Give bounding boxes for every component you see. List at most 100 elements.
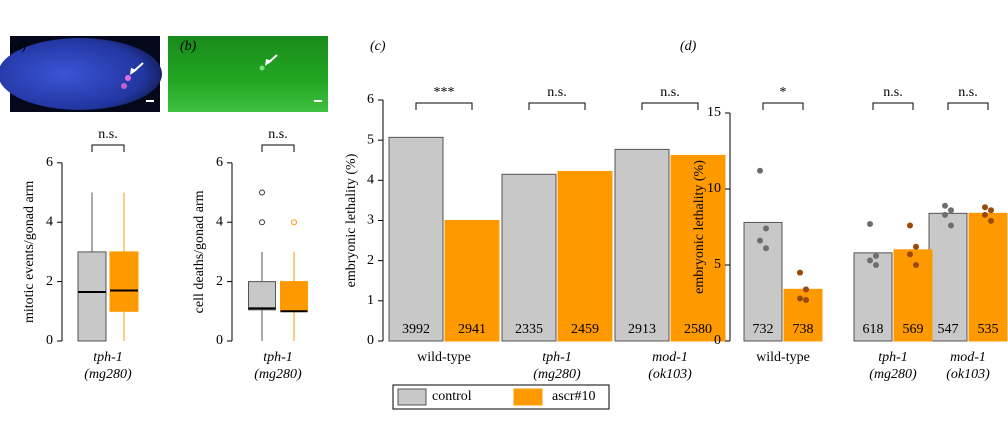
- y-tick-label: 3: [367, 213, 374, 228]
- replicate-point: [982, 212, 988, 218]
- significance-bracket: [763, 103, 803, 110]
- x-tick-label: (mg280): [254, 367, 302, 382]
- x-tick-label: (mg280): [869, 367, 917, 382]
- n-label: 569: [903, 322, 924, 337]
- panel-label: (c): [370, 39, 386, 54]
- n-label: 618: [863, 322, 884, 337]
- n-label: 3992: [402, 322, 430, 337]
- box: [78, 252, 106, 341]
- n-label: 2913: [628, 322, 656, 337]
- replicate-point: [942, 203, 948, 209]
- replicate-point: [757, 238, 763, 244]
- x-tick-label: tph-1: [93, 350, 123, 365]
- replicate-point: [803, 286, 809, 292]
- n-label: 2459: [571, 322, 599, 337]
- y-tick-label: 2: [216, 274, 223, 289]
- y-axis-label: mitotic events/gonad arm: [22, 181, 37, 323]
- outlier: [292, 220, 297, 225]
- bar: [502, 174, 556, 341]
- replicate-point: [913, 244, 919, 250]
- figure: control ascr#10 (a)mitotic events/gonad …: [0, 0, 1008, 441]
- significance-label: n.s.: [98, 127, 117, 142]
- replicate-point: [907, 222, 913, 228]
- box: [249, 282, 276, 310]
- significance-label: n.s.: [660, 85, 679, 100]
- panel-label: (d): [680, 39, 697, 54]
- box: [281, 282, 308, 312]
- y-tick-label: 1: [367, 293, 374, 308]
- y-tick-label: 0: [46, 333, 53, 348]
- replicate-point: [942, 212, 948, 218]
- significance-bracket: [529, 103, 585, 110]
- replicate-point: [948, 207, 954, 213]
- significance-bracket: [416, 103, 472, 110]
- replicate-point: [913, 262, 919, 268]
- x-tick-label: tph-1: [542, 350, 572, 365]
- n-label: 2580: [684, 322, 712, 337]
- significance-bracket: [92, 145, 124, 152]
- x-tick-label: (mg280): [533, 367, 581, 382]
- panel-label: (b): [180, 39, 197, 54]
- legend-label: ascr#10: [552, 389, 596, 404]
- significance-label: *: [780, 85, 787, 100]
- significance-bracket: [642, 103, 698, 110]
- significance-bracket: [262, 145, 294, 152]
- n-label: 732: [753, 322, 774, 337]
- x-tick-label: tph-1: [878, 350, 908, 365]
- replicate-point: [948, 222, 954, 228]
- replicate-point: [763, 245, 769, 251]
- outlier: [260, 220, 265, 225]
- outlier: [260, 190, 265, 195]
- bar: [615, 149, 669, 341]
- significance-label: n.s.: [958, 85, 977, 100]
- bar: [389, 137, 443, 341]
- significance-label: n.s.: [268, 127, 287, 142]
- x-tick-label: (ok103): [946, 367, 990, 382]
- legend-swatch: [398, 389, 426, 405]
- n-label: 535: [978, 322, 999, 337]
- y-tick-label: 2: [367, 253, 374, 268]
- significance-label: n.s.: [883, 85, 902, 100]
- box: [110, 252, 138, 311]
- replicate-point: [873, 253, 879, 259]
- y-tick-label: 5: [367, 132, 374, 147]
- y-tick-label: 0: [714, 333, 721, 348]
- n-label: 2941: [458, 322, 486, 337]
- x-tick-label: wild-type: [756, 350, 810, 365]
- x-tick-label: (mg280): [84, 367, 132, 382]
- replicate-point: [982, 204, 988, 210]
- bar: [558, 171, 612, 341]
- x-tick-label: wild-type: [417, 350, 471, 365]
- significance-bracket: [948, 103, 988, 110]
- y-tick-label: 6: [367, 92, 374, 107]
- y-tick-label: 2: [46, 274, 53, 289]
- x-tick-label: tph-1: [263, 350, 293, 365]
- y-tick-label: 4: [367, 173, 374, 188]
- y-tick-label: 4: [46, 214, 53, 229]
- replicate-point: [867, 221, 873, 227]
- legend-swatch: [514, 389, 542, 405]
- y-tick-label: 15: [707, 105, 721, 120]
- significance-label: n.s.: [547, 85, 566, 100]
- replicate-point: [873, 262, 879, 268]
- y-tick-label: 6: [46, 155, 53, 170]
- y-tick-label: 5: [714, 257, 721, 272]
- n-label: 547: [938, 322, 959, 337]
- y-tick-label: 0: [216, 333, 223, 348]
- replicate-point: [907, 251, 913, 257]
- y-axis-label: embryonic lethality (%): [692, 160, 707, 294]
- replicate-point: [797, 295, 803, 301]
- significance-bracket: [873, 103, 913, 110]
- replicate-point: [988, 207, 994, 213]
- replicate-point: [757, 168, 763, 174]
- replicate-point: [867, 257, 873, 263]
- panel-label: (a): [10, 39, 27, 54]
- replicate-point: [797, 270, 803, 276]
- replicate-point: [803, 297, 809, 303]
- x-tick-label: (ok103): [648, 367, 692, 382]
- y-tick-label: 4: [216, 214, 223, 229]
- y-tick-label: 0: [367, 333, 374, 348]
- y-axis-label: cell deaths/gonad arm: [192, 190, 207, 313]
- y-tick-label: 10: [707, 181, 721, 196]
- x-tick-label: mod-1: [950, 350, 986, 365]
